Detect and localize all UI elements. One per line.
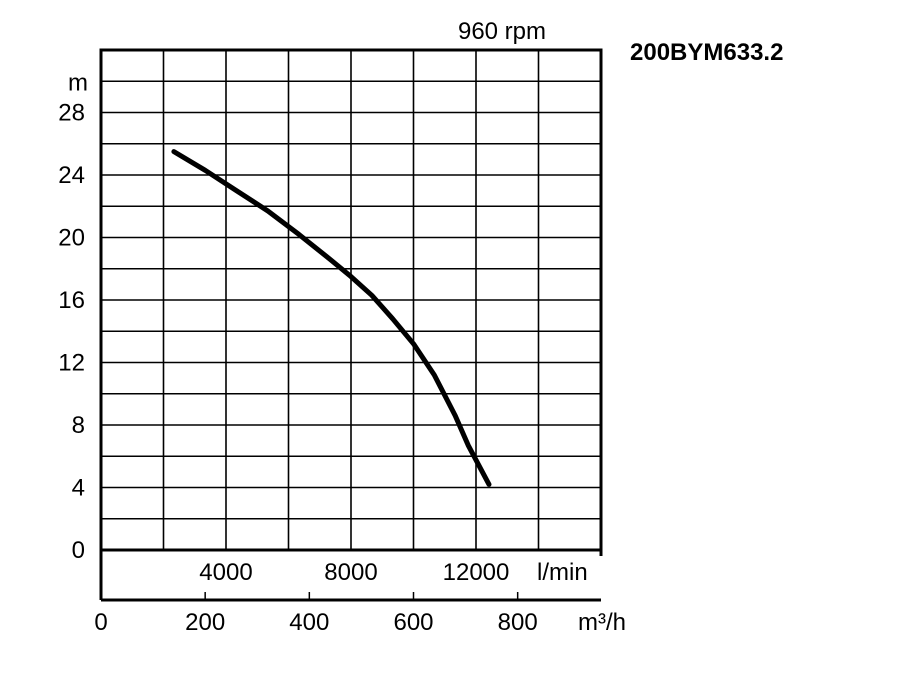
y-tick-label: 28 [58,100,85,127]
x-tick-label-m3h: 200 [185,609,225,636]
head-curve-line [171,149,492,487]
plot-border [99,48,603,552]
y-tick-label: 20 [58,225,85,252]
y-tick-label: 0 [72,537,85,564]
x-tick-label-m3h: 0 [94,609,107,636]
x-tick-label-m3h: 800 [498,609,538,636]
y-tick-label: 8 [72,412,85,439]
chart-frame [99,48,603,602]
x-tick-label-m3h: 600 [393,609,433,636]
rpm-label: 960 rpm [458,18,546,45]
y-axis-unit: m [68,69,88,96]
x-tick-label-m3h: 400 [289,609,329,636]
chart-title: 200BYM633.2 [630,39,783,66]
y-tick-label: 24 [58,162,85,189]
x-axis-unit-lmin: l/min [537,559,588,586]
chart-grid [101,50,601,550]
y-tick-label: 16 [58,287,85,314]
labels-layer: 0 4 8 12 16 20 24 28 m 4000 8000 12000 l/min 0 200 400 6… [58,69,626,636]
x-tick-label-lmin: 12000 [443,559,510,586]
x-tick-label-lmin: 4000 [199,559,252,586]
x-axis-unit-m3h: m³/h [578,609,626,636]
x-tick-label-lmin: 8000 [324,559,377,586]
y-tick-label: 4 [72,475,85,502]
y-tick-label: 12 [58,350,85,377]
curve-layer [171,149,492,487]
